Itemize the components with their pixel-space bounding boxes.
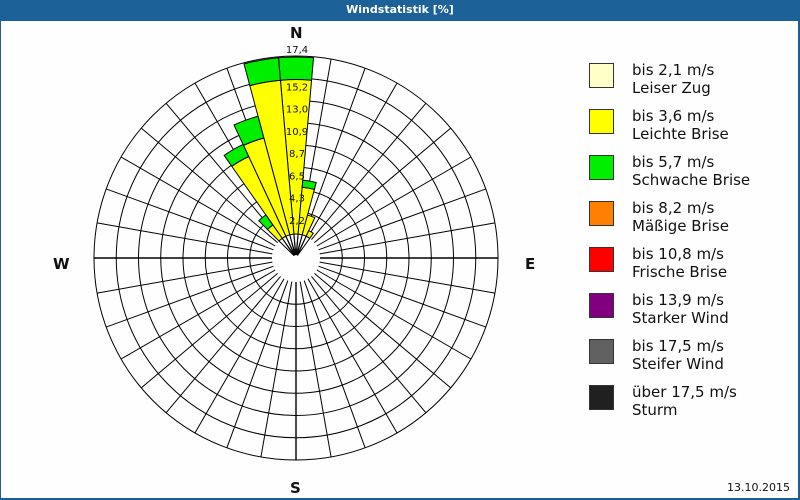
date-stamp: 13.10.2015 (727, 481, 790, 494)
grid-spoke (303, 280, 366, 448)
legend-speed: bis 5,7 m/s (632, 153, 715, 171)
legend-speed: über 17,5 m/s (632, 383, 737, 401)
compass-east-label: E (525, 255, 536, 273)
grid-spoke (311, 276, 427, 414)
grid-spoke (260, 281, 293, 458)
legend-speed: bis 10,8 m/s (632, 245, 724, 263)
legend-label: Leiser Zug (632, 79, 711, 97)
compass-west-label: W (53, 255, 70, 273)
grid-spoke (120, 156, 276, 247)
wind-bar-segment (243, 57, 281, 87)
ring-label: 6,5 (289, 171, 305, 182)
grid-spoke (316, 156, 472, 247)
grid-spoke (314, 273, 452, 389)
grid-spoke (311, 102, 427, 240)
legend-swatch (589, 247, 614, 272)
grid-spoke (303, 68, 366, 236)
ring-label: 10,9 (286, 127, 308, 138)
legend-swatch (589, 201, 614, 226)
grid-spoke (96, 261, 273, 294)
wind-bar-segment (223, 143, 250, 167)
legend-swatch (589, 63, 614, 88)
grid-spoke (106, 265, 274, 328)
compass-south-label: S (290, 479, 301, 497)
grid-spoke (319, 261, 496, 294)
wind-bar-segment (277, 56, 315, 81)
grid-spoke (120, 269, 276, 360)
ring-label: 8,7 (289, 149, 305, 160)
legend-speed: bis 2,1 m/s (632, 61, 715, 79)
grid-spoke (140, 273, 278, 389)
compass-north-label: N (290, 24, 303, 42)
grid-spoke (314, 127, 452, 243)
ring-label: 4,3 (289, 194, 305, 205)
grid-spoke (165, 102, 281, 240)
chart-panel: 2,2 4,3 6,5 8,7 10,9 13,0 15,2 17,4 N E S W bis… (1, 21, 798, 498)
legend-speed: bis 13,9 m/s (632, 291, 724, 309)
wind-rose-chart: 2,2 4,3 6,5 8,7 10,9 13,0 15,2 17,4 (93, 45, 499, 461)
ring-label: 17,4 (286, 45, 308, 56)
legend-swatch (589, 109, 614, 134)
legend-label: Frische Brise (632, 263, 728, 281)
ring-label: 2,2 (289, 216, 305, 227)
legend-label: Starker Wind (632, 309, 729, 327)
legend-label: Mäßige Brise (632, 217, 729, 235)
wind-bar-segment (301, 179, 317, 190)
grid-spoke (316, 269, 472, 360)
grid-spoke (165, 276, 281, 414)
grid-spoke (307, 82, 398, 238)
legend-label: Sturm (632, 401, 678, 419)
grid-spoke (226, 280, 289, 448)
grid-spoke (307, 278, 398, 434)
grid-spoke (319, 222, 496, 255)
legend-swatch (589, 155, 614, 180)
grid-spoke (96, 222, 273, 255)
legend-label: Leichte Brise (632, 125, 729, 143)
window-title: Windstatistik [%] (0, 0, 800, 20)
legend-swatch (589, 293, 614, 318)
wind-bar-segment (233, 115, 265, 147)
ring-label: 13,0 (286, 105, 308, 116)
grid-spoke (140, 127, 278, 243)
legend-speed: bis 3,6 m/s (632, 107, 715, 125)
grid-spoke (106, 188, 274, 251)
legend-swatch (589, 385, 614, 410)
legend-swatch (589, 339, 614, 364)
legend-speed: bis 17,5 m/s (632, 337, 724, 355)
ring-label: 15,2 (286, 82, 308, 93)
legend-speed: bis 8,2 m/s (632, 199, 715, 217)
grid-spoke (299, 281, 332, 458)
grid-spoke (318, 188, 486, 251)
legend-label: Steifer Wind (632, 355, 724, 373)
grid-spoke (194, 278, 285, 434)
wind-bar-segment (258, 214, 274, 231)
legend-label: Schwache Brise (632, 171, 751, 189)
grid-spoke (318, 265, 486, 328)
